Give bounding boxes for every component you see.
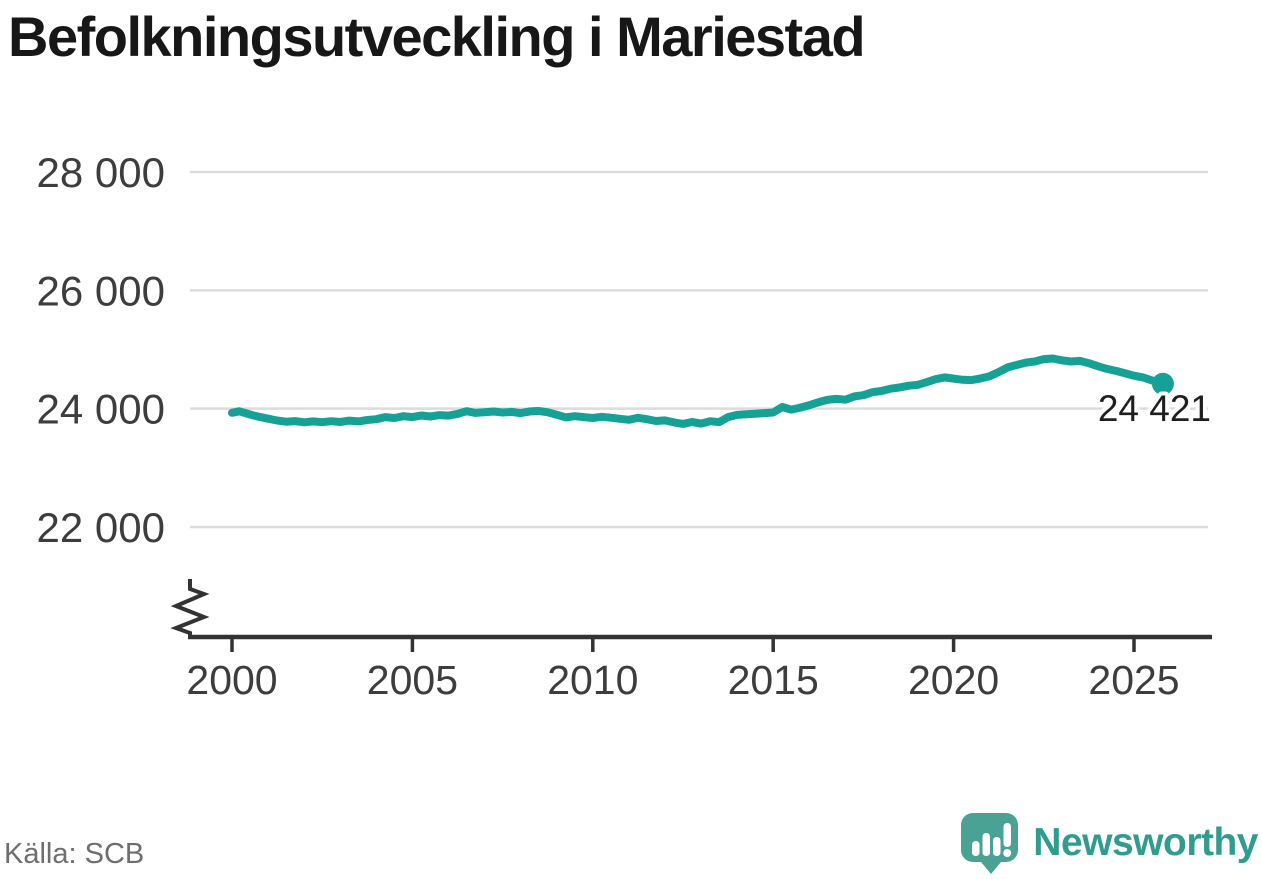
newsworthy-wordmark: Newsworthy <box>1033 821 1258 864</box>
x-axis-ticks <box>230 639 1136 652</box>
population-series-line <box>228 354 1167 428</box>
latest-value-label: 24 421 <box>1098 388 1211 429</box>
bar-chart-glyph <box>972 823 1012 857</box>
axis-break-icon <box>170 579 210 639</box>
x-tick-label: 2020 <box>908 657 999 703</box>
exclamation-bar <box>1003 823 1012 847</box>
x-tick-label: 2005 <box>367 657 458 703</box>
x-tick-label: 2000 <box>186 657 277 703</box>
newsworthy-branding: Newsworthy <box>959 811 1258 875</box>
y-tick-label: 24 000 <box>37 386 165 433</box>
gridlines <box>190 170 1208 529</box>
y-axis-tick-labels: 28 000 26 000 24 000 22 000 <box>37 149 165 551</box>
x-axis-tick-labels: 2000 2005 2010 2015 2020 2025 <box>186 657 1179 703</box>
x-tick-label: 2010 <box>547 657 638 703</box>
x-tick-label: 2015 <box>728 657 819 703</box>
latest-point-marker <box>1151 372 1174 395</box>
y-tick-label: 28 000 <box>37 149 165 196</box>
source-note: Källa: SCB <box>4 838 145 870</box>
y-tick-label: 22 000 <box>37 504 165 551</box>
y-tick-label: 26 000 <box>37 267 165 314</box>
chart-title: Befolkningsutveckling i Mariestad <box>8 5 866 68</box>
x-axis: 2000 2005 2010 2015 2020 2025 <box>170 579 1212 703</box>
x-tick-label: 2025 <box>1088 657 1179 703</box>
newsworthy-logo-icon <box>961 813 1019 874</box>
exclamation-dot <box>1003 849 1012 857</box>
